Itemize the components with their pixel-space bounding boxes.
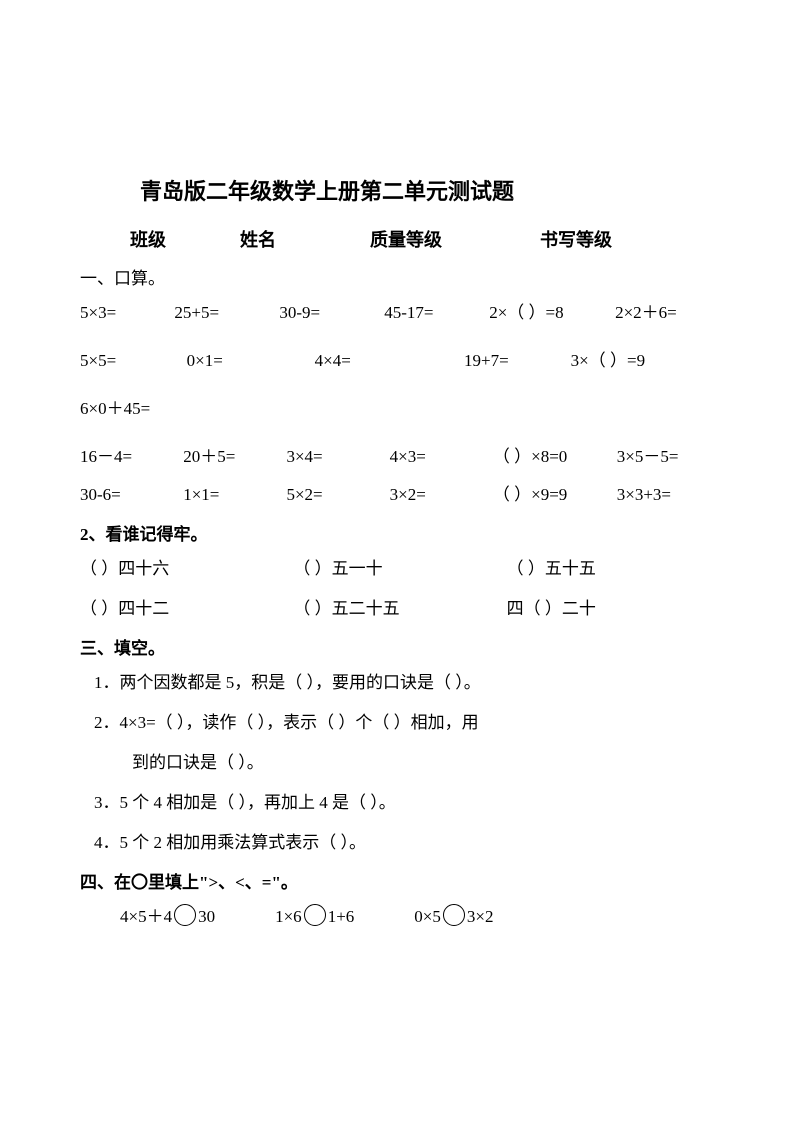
document-title: 青岛版二年级数学上册第二单元测试题 <box>80 170 720 214</box>
eq-cell: 25+5= <box>174 296 279 330</box>
eq-cell: 4×4= <box>315 344 464 378</box>
compare-left: 0×5 <box>414 907 441 926</box>
quality-grade-label: 质量等级 <box>370 222 540 258</box>
circle-blank-icon <box>174 904 196 926</box>
eq-cell: 3×4= <box>286 440 389 474</box>
worksheet-page: 青岛版二年级数学上册第二单元测试题 班级 姓名 质量等级 书写等级 一、口算。 … <box>0 0 800 1132</box>
section-4-heading: 四、在〇里填上">、<、="。 <box>80 866 720 900</box>
section-2-heading: 2、看谁记得牢。 <box>80 518 720 552</box>
name-label: 姓名 <box>240 222 370 258</box>
fill-cell: （ ）五一十 <box>293 552 506 586</box>
section-3-body: 1．两个因数都是 5，积是（ ），要用的口诀是（ ）。 2．4×3=（ ），读作… <box>80 666 720 860</box>
fill-cell: （ ）四十二 <box>80 592 293 626</box>
eq-row: 5×5= 0×1= 4×4= 19+7= 3×（ ）=9 <box>80 344 720 378</box>
student-info-row: 班级 姓名 质量等级 书写等级 <box>80 222 720 258</box>
class-label: 班级 <box>130 222 240 258</box>
compare-item: 4×5＋4 30 <box>120 900 215 934</box>
compare-left: 4×5＋4 <box>120 907 172 926</box>
fill-cell: （ ）四十六 <box>80 552 293 586</box>
compare-item: 1×6 1+6 <box>275 900 354 934</box>
compare-right: 3×2 <box>467 907 494 926</box>
eq-cell: （ ）×8=0 <box>493 440 617 474</box>
fill-item-continuation: 到的口诀是（ ）。 <box>132 746 720 780</box>
eq-cell: 6×0＋45= <box>80 392 720 426</box>
eq-cell: 2×（ ）=8 <box>489 296 615 330</box>
fill-cell: （ ）五十五 <box>507 552 720 586</box>
eq-cell: 30-9= <box>279 296 384 330</box>
eq-cell: 5×3= <box>80 296 174 330</box>
eq-cell: 3×3+3= <box>617 478 720 512</box>
eq-cell: 16－4= <box>80 440 183 474</box>
eq-cell: 5×5= <box>80 344 187 378</box>
eq-cell: 1×1= <box>183 478 286 512</box>
eq-cell: 5×2= <box>286 478 389 512</box>
eq-cell: 2×2＋6= <box>615 296 720 330</box>
eq-cell: 30-6= <box>80 478 183 512</box>
eq-cell: 45-17= <box>384 296 489 330</box>
s2-row: （ ）四十二 （ ）五二十五 四（ ）二十 <box>80 592 720 626</box>
eq-cell: 20＋5= <box>183 440 286 474</box>
eq-cell: 0×1= <box>187 344 315 378</box>
eq-cell: 19+7= <box>464 344 571 378</box>
circle-blank-icon <box>304 904 326 926</box>
s2-row: （ ）四十六 （ ）五一十 （ ）五十五 <box>80 552 720 586</box>
eq-row: 16－4= 20＋5= 3×4= 4×3= （ ）×8=0 3×5－5= <box>80 440 720 474</box>
eq-row: 30-6= 1×1= 5×2= 3×2= （ ）×9=9 3×3+3= <box>80 478 720 512</box>
section-3-heading: 三、填空。 <box>80 632 720 666</box>
fill-cell: 四（ ）二十 <box>507 592 720 626</box>
writing-grade-label: 书写等级 <box>540 222 612 258</box>
eq-cell: 3×5－5= <box>617 440 720 474</box>
fill-item: 1．两个因数都是 5，积是（ ），要用的口诀是（ ）。 <box>94 666 720 700</box>
fill-item: 2．4×3=（ ），读作（ ），表示（ ）个（ ）相加，用 <box>94 706 720 740</box>
compare-right: 1+6 <box>328 907 355 926</box>
compare-left: 1×6 <box>275 907 302 926</box>
eq-row: 6×0＋45= <box>80 392 720 426</box>
circle-blank-icon <box>443 904 465 926</box>
compare-right: 30 <box>198 907 215 926</box>
compare-row: 4×5＋4 30 1×6 1+6 0×5 3×2 <box>120 900 720 934</box>
fill-cell: （ ）五二十五 <box>293 592 506 626</box>
eq-cell: （ ）×9=9 <box>493 478 617 512</box>
eq-cell: 4×3= <box>390 440 493 474</box>
eq-cell: 3×（ ）=9 <box>571 344 720 378</box>
eq-row: 5×3= 25+5= 30-9= 45-17= 2×（ ）=8 2×2＋6= <box>80 296 720 330</box>
eq-cell: 3×2= <box>390 478 493 512</box>
section-1-heading: 一、口算。 <box>80 262 720 296</box>
compare-item: 0×5 3×2 <box>414 900 493 934</box>
fill-item: 4．5 个 2 相加用乘法算式表示（ ）。 <box>94 826 720 860</box>
fill-item: 3．5 个 4 相加是（ ），再加上 4 是（ ）。 <box>94 786 720 820</box>
